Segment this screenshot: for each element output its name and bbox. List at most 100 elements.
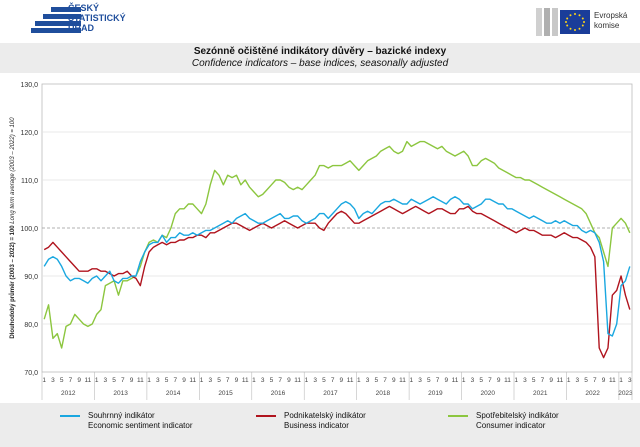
- legend-swatch: [448, 415, 468, 417]
- x-tick-label: 7: [488, 377, 492, 384]
- x-tick-label: 5: [584, 377, 588, 384]
- x-tick-label: 5: [112, 377, 116, 384]
- x-tick-label: 3: [156, 377, 160, 384]
- x-tick-label: 3: [51, 377, 55, 384]
- x-tick-label: 9: [549, 377, 553, 384]
- legend-label: Souhrnný indikátor Economic sentiment in…: [88, 411, 193, 431]
- year-label: 2014: [166, 390, 181, 397]
- x-tick-label: 9: [235, 377, 239, 384]
- year-label: 2017: [323, 390, 338, 397]
- legend-label: Podnikatelský indikátor Business indicat…: [284, 411, 366, 431]
- x-tick-label: 5: [217, 377, 221, 384]
- x-tick-label: 7: [331, 377, 335, 384]
- x-tick-label: 1: [462, 377, 466, 384]
- x-tick-label: 9: [602, 377, 606, 384]
- legend-label-cz: Spotřebitelský indikátor: [476, 411, 559, 420]
- y-axis-label: Dlouhodobý průměr (2003 – 2022) = 100 Lo…: [9, 117, 16, 339]
- title-bar: Sezónně očištěné indikátory důvěry – baz…: [0, 43, 640, 73]
- legend-label-en: Business indicator: [284, 421, 349, 430]
- x-tick-label: 1: [567, 377, 571, 384]
- legend-label: Spotřebitelský indikátor Consumer indica…: [476, 411, 559, 431]
- year-label: 2015: [218, 390, 233, 397]
- x-tick-label: 11: [85, 377, 92, 384]
- x-tick-label: 3: [471, 377, 475, 384]
- line-chart: 70,0 80,0 90,0 100,0 110,0 120,0 130,0 Dlouhodo…: [9, 82, 633, 400]
- series-line-sentiment: [43, 196, 631, 337]
- legend-swatch: [60, 415, 80, 417]
- x-tick-label: 3: [418, 377, 422, 384]
- x-tick-label: 5: [270, 377, 274, 384]
- x-tick-label: 11: [557, 377, 564, 384]
- x-tick-label: 7: [226, 377, 230, 384]
- x-tick-label: 1: [95, 377, 99, 384]
- x-tick-label: 3: [523, 377, 527, 384]
- x-tick-label: 9: [77, 377, 81, 384]
- logo-line: ÚŘAD: [68, 23, 94, 33]
- x-tick-label: 1: [514, 377, 518, 384]
- logo-line: STATISTICKÝ: [68, 13, 126, 23]
- year-label: 2020: [481, 390, 496, 397]
- x-tick-label: 3: [628, 377, 632, 384]
- x-tick-label: 7: [121, 377, 125, 384]
- legend-label-cz: Podnikatelský indikátor: [284, 411, 366, 420]
- x-tick-label: 5: [479, 377, 483, 384]
- x-tick-label: 5: [532, 377, 536, 384]
- x-tick-label: 11: [452, 377, 459, 384]
- x-tick-label: 1: [409, 377, 413, 384]
- x-tick-label: 11: [609, 377, 616, 384]
- y-tick-label: 120,0: [20, 130, 38, 137]
- x-tick-label: 11: [189, 377, 196, 384]
- x-tick-label: 7: [593, 377, 597, 384]
- y-axis-label-en: Long term average (2003 – 2022) = 100: [10, 117, 16, 224]
- year-label: 2023: [618, 390, 633, 397]
- x-tick-label: 9: [182, 377, 186, 384]
- year-label: 2016: [271, 390, 286, 397]
- x-tick-label: 3: [366, 377, 370, 384]
- year-label: 2021: [533, 390, 548, 397]
- x-tick-label: 9: [340, 377, 344, 384]
- x-tick-label: 11: [347, 377, 354, 384]
- eu-flag-icon: [536, 8, 590, 36]
- x-tick-label: 7: [173, 377, 177, 384]
- x-tick-label: 9: [130, 377, 134, 384]
- x-tick-label: 11: [504, 377, 511, 384]
- y-tick-label: 130,0: [20, 82, 38, 89]
- x-tick-label: 3: [313, 377, 317, 384]
- y-axis-label-cz: Dlouhodobý průměr (2003 – 2022) = 100: [9, 224, 16, 339]
- x-tick-label: 11: [242, 377, 249, 384]
- x-tick-label: 1: [200, 377, 204, 384]
- x-tick-label: 1: [147, 377, 151, 384]
- year-label: 2019: [428, 390, 443, 397]
- x-tick-label: 1: [619, 377, 623, 384]
- legend: Souhrnný indikátor Economic sentiment in…: [0, 403, 640, 447]
- x-tick-label: 7: [69, 377, 73, 384]
- series-line-consumer: [43, 140, 631, 349]
- x-tick-label: 3: [576, 377, 580, 384]
- year-label: 2018: [376, 390, 391, 397]
- series-line-business: [43, 205, 631, 359]
- eu-line: komise: [594, 21, 620, 30]
- x-tick-label: 5: [375, 377, 379, 384]
- logo-text: ČESKÝ STATISTICKÝ ÚŘAD: [68, 3, 126, 33]
- x-tick-label: 9: [287, 377, 291, 384]
- x-tick-label: 7: [541, 377, 545, 384]
- legend-label-cz: Souhrnný indikátor: [88, 411, 155, 420]
- x-tick-label: 1: [305, 377, 309, 384]
- eu-text: Evropská komise: [594, 11, 627, 31]
- year-label: 2012: [61, 390, 76, 397]
- x-tick-label: 5: [322, 377, 326, 384]
- x-tick-label: 11: [399, 377, 406, 384]
- y-tick-label: 70,0: [24, 370, 38, 377]
- x-tick-label: 3: [104, 377, 108, 384]
- header: ČESKÝ STATISTICKÝ ÚŘAD Evropská komise: [0, 0, 640, 42]
- x-tick-label: 5: [60, 377, 64, 384]
- y-tick-label: 90,0: [24, 274, 38, 281]
- x-tick-label: 9: [497, 377, 501, 384]
- legend-label-en: Consumer indicator: [476, 421, 546, 430]
- x-tick-label: 1: [252, 377, 256, 384]
- x-tick-label: 11: [294, 377, 301, 384]
- csu-logo: [31, 7, 81, 33]
- x-tick-label: 9: [444, 377, 448, 384]
- legend-swatch: [256, 415, 276, 417]
- x-tick-label: 11: [137, 377, 144, 384]
